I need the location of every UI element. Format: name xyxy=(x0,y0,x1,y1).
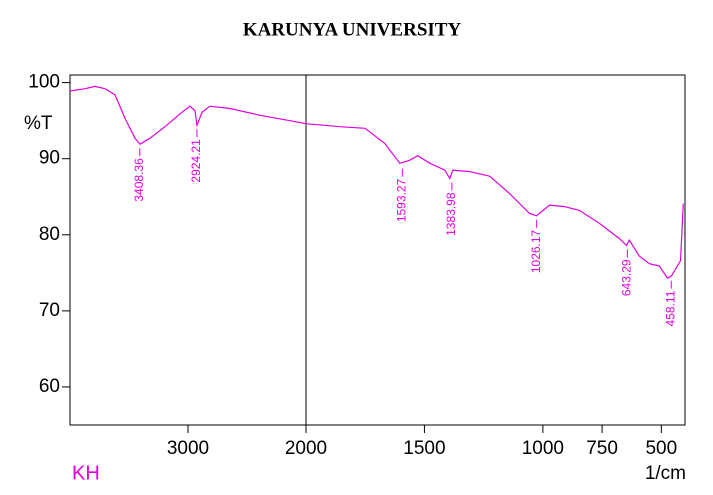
x-tick-label: 750 xyxy=(586,438,618,459)
y-tick-label: 70 xyxy=(39,300,60,321)
y-tick-label: 100 xyxy=(28,72,60,93)
peak-label: 458.11 xyxy=(663,290,677,326)
x-tick-label: 3000 xyxy=(167,438,209,459)
peak-label: 1383.98 xyxy=(444,192,458,236)
chart-title: KARUNYA UNIVERSITY xyxy=(243,19,462,40)
peak-label: 3408.36 xyxy=(132,158,146,202)
peak-label: 2924.21 xyxy=(189,139,203,183)
peak-label: 1026.17 xyxy=(529,229,543,273)
x-tick-label: 2000 xyxy=(285,438,327,459)
peak-label: 1593.27 xyxy=(395,178,409,222)
peak-label: 643.29 xyxy=(620,259,634,296)
spectrum-line xyxy=(69,85,684,280)
corner-label: KH xyxy=(72,462,100,484)
y-tick-label: 80 xyxy=(39,224,60,245)
x-tick-label: 1000 xyxy=(522,438,564,459)
y-tick-label: 90 xyxy=(39,148,60,169)
y-axis-label: %T xyxy=(24,113,53,134)
x-tick-label: 1500 xyxy=(403,438,445,459)
plot-frame xyxy=(69,74,686,426)
x-axis-label: 1/cm xyxy=(645,463,686,484)
x-tick-label: 500 xyxy=(645,438,677,459)
y-tick-label: 60 xyxy=(39,376,60,397)
